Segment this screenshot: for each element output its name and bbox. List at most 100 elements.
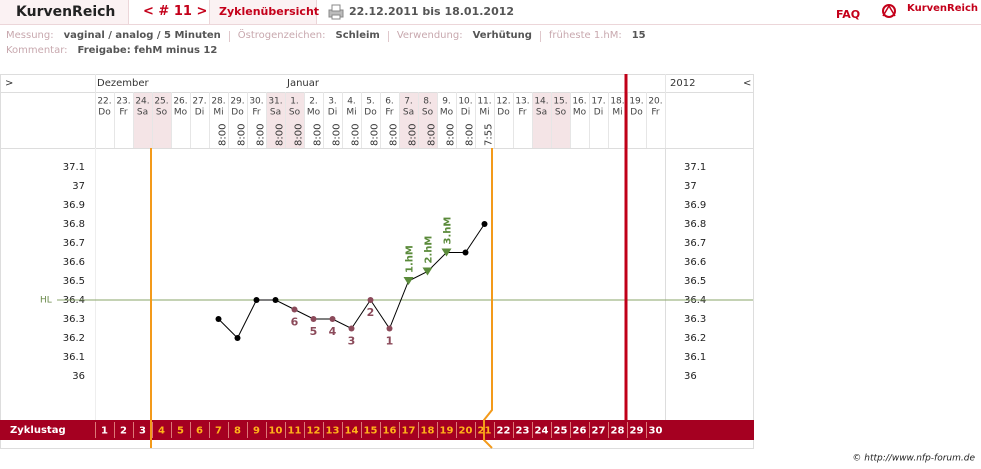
time-label: 8:00 <box>218 124 229 146</box>
year-label: 2012 <box>670 78 695 89</box>
day-label: 3. <box>328 97 337 107</box>
cycle-day: 22 <box>497 426 511 437</box>
day-label: 14. <box>534 97 548 107</box>
cycle-day: 18 <box>421 426 435 437</box>
point <box>367 297 374 303</box>
y-tick-label: 36.7 <box>684 238 706 249</box>
y-tick-label: 36.6 <box>63 257 85 268</box>
cycle-day: 10 <box>269 426 283 437</box>
weekday-label: Fr <box>385 108 394 118</box>
cycle-day: 28 <box>611 426 625 437</box>
day-label: 15. <box>553 97 567 107</box>
cycle-day: 2 <box>120 426 127 437</box>
cycle-day: 14 <box>345 426 359 437</box>
point-label: 5 <box>310 325 318 338</box>
overview-link[interactable]: Zyklenübersicht <box>209 0 319 24</box>
cycle-day: 23 <box>516 426 530 437</box>
logo[interactable]: KurvenReich <box>907 3 979 14</box>
weekday-label: Fr <box>119 108 128 118</box>
day-label: 5. <box>366 97 375 107</box>
weekday-label: Mi <box>479 108 489 118</box>
weekday-label: Sa <box>536 108 547 118</box>
day-label: 2. <box>309 97 318 107</box>
info-value: Schleim <box>335 30 380 41</box>
cycle-day: 7 <box>215 426 222 437</box>
point-label: 4 <box>329 325 337 338</box>
y-tick-label: 37.1 <box>684 162 706 173</box>
separator <box>539 31 541 42</box>
day-label: 27. <box>192 97 206 107</box>
day-label: 1. <box>290 97 299 107</box>
info-label: Verwendung: <box>396 30 463 41</box>
cycle-day: 4 <box>158 426 165 437</box>
y-tick-label: 36 <box>684 371 697 382</box>
weekday-label: Fr <box>518 108 527 118</box>
weekday-label: Di <box>594 108 603 118</box>
cycle-nav[interactable]: < # 11 > <box>143 4 208 19</box>
time-label: 8:00 <box>332 124 343 146</box>
weekday-label: Sa <box>270 108 281 118</box>
info-value: 15 <box>631 30 646 41</box>
day-label: 4. <box>347 97 356 107</box>
y-tick-label: 36.5 <box>684 276 706 287</box>
day-label: 20. <box>648 97 662 107</box>
y-tick-label: 37.1 <box>63 162 85 173</box>
faq-link[interactable]: FAQ <box>836 8 861 21</box>
weekday-label: So <box>289 108 301 118</box>
weekday-label: Fr <box>252 108 261 118</box>
cycle-day: 1 <box>101 426 108 437</box>
y-tick-label: 37 <box>684 181 697 192</box>
day-label: 26. <box>173 97 187 107</box>
cycle-day: 11 <box>288 426 302 437</box>
date-range: 22.12.2011 bis 18.01.2012 <box>349 5 515 18</box>
y-tick-label: 36.5 <box>63 276 85 287</box>
point <box>291 306 298 313</box>
cycle-band <box>0 420 754 440</box>
weekday-label: Fr <box>651 108 660 118</box>
weekday-label: Di <box>461 108 470 118</box>
info-label: Messung: <box>6 30 54 41</box>
info-row: Messung: vaginal / analog / 5 Minuten Östr… <box>6 30 654 42</box>
y-tick-label: 36.8 <box>63 219 85 230</box>
month-label: Dezember <box>97 78 149 89</box>
weekday-label: Mo <box>307 108 321 118</box>
time-label: 8:00 <box>313 124 324 146</box>
day-label: 17. <box>591 97 605 107</box>
separator <box>387 31 389 42</box>
weekday-label: Di <box>195 108 204 118</box>
weekday-label: Mi <box>346 108 356 118</box>
y-tick-label: 36.9 <box>684 200 706 211</box>
time-label: 7:55 <box>484 124 495 146</box>
day-label: 6. <box>385 97 394 107</box>
nav-next: < <box>743 78 751 89</box>
day-label: 7. <box>404 97 413 107</box>
time-label: 8:00 <box>275 124 286 146</box>
cycle-day: 16 <box>383 426 397 437</box>
info-label: früheste 1.hM: <box>548 30 622 41</box>
weekday-label: Mo <box>573 108 587 118</box>
point <box>481 221 488 227</box>
y-tick-label: 36.3 <box>63 314 85 325</box>
point <box>272 297 279 303</box>
day-label: 28. <box>211 97 225 107</box>
cycle-day: 21 <box>478 426 492 437</box>
time-label: 8:00 <box>351 124 362 146</box>
print-icon[interactable] <box>327 4 345 20</box>
app-title[interactable]: KurvenReich <box>0 0 129 24</box>
hm-label: 1.hM <box>405 245 416 273</box>
weekday-label: Sa <box>403 108 414 118</box>
weekday-label: Do <box>497 108 510 118</box>
time-label: 8:00 <box>389 124 400 146</box>
day-label: 30. <box>249 97 263 107</box>
point <box>348 325 355 332</box>
day-label: 12. <box>496 97 510 107</box>
day-label: 13. <box>515 97 529 107</box>
y-tick-label: 36.2 <box>684 333 706 344</box>
hm-point <box>441 248 452 257</box>
fertile-end <box>483 148 493 449</box>
weekday-label: Do <box>630 108 643 118</box>
point <box>310 316 317 322</box>
weekday-label: Mi <box>612 108 622 118</box>
y-tick-label: 36.7 <box>63 238 85 249</box>
